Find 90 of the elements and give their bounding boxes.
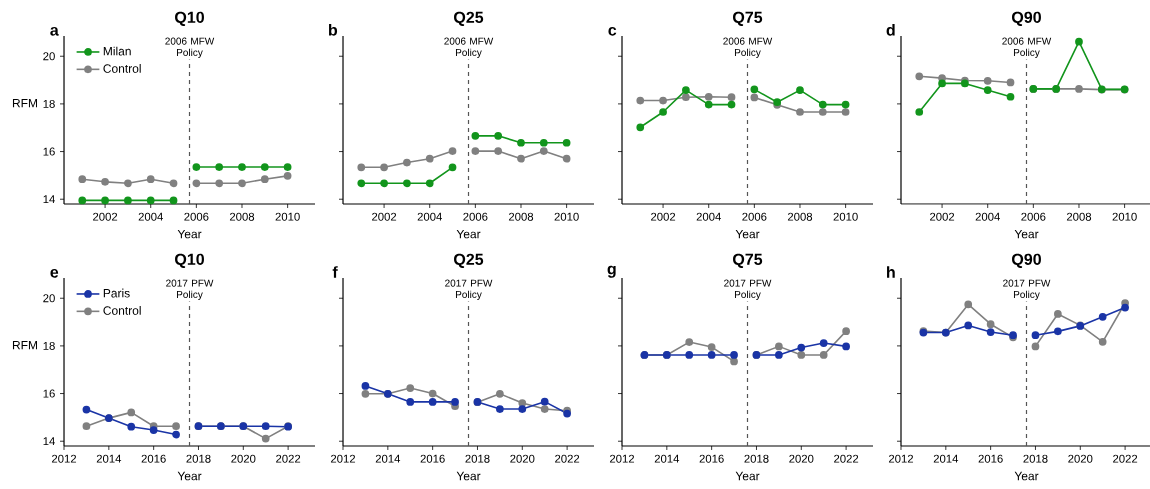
text: c [608, 26, 617, 36]
x-axis-title: Year [456, 229, 481, 239]
x-tick-label: 2014 [654, 454, 680, 463]
chart-title: Q10 [175, 253, 204, 268]
x-tick-label: 2010 [1112, 212, 1137, 221]
x-axis-title: Year [1014, 229, 1039, 239]
x-tick-label: 2006 [463, 212, 488, 221]
legend-label: Control [103, 63, 141, 73]
x-tick-label: 2006 [1021, 212, 1046, 221]
x-axis-title: Year [177, 471, 202, 481]
x-tick-label: 2020 [1068, 454, 1093, 463]
x-tick-label: 2020 [231, 454, 256, 463]
x-axis-title: Year [735, 471, 760, 481]
y-tick-label: 16 [43, 389, 55, 398]
x-tick-label: 2022 [1113, 454, 1138, 463]
x-tick-label: 2006 [742, 212, 767, 221]
x-tick-label: 2014 [375, 454, 401, 463]
x-tick-label: 2008 [508, 212, 534, 221]
y-tick-label: 20 [43, 52, 55, 61]
x-tick-label: 2012 [888, 454, 914, 463]
text: f [332, 266, 338, 278]
text: h [887, 266, 895, 278]
x-tick-label: 2018 [744, 454, 769, 463]
x-tick-label: 2022 [834, 454, 859, 463]
y-axis-title: RFM [12, 99, 37, 108]
ref-line-label: 2006 MFW Policy [444, 37, 494, 58]
x-axis-title: Year [177, 229, 202, 239]
x-tick-label: 2012 [51, 454, 77, 463]
x-tick-label: 2016 [699, 454, 724, 463]
ref-line-label: 2006 MFW Policy [723, 37, 773, 58]
y-tick-label: 20 [43, 294, 55, 303]
x-tick-label: 2002 [930, 212, 955, 221]
x-axis-title: Year [735, 229, 760, 239]
x-tick-label: 2008 [787, 212, 813, 221]
x-tick-label: 2016 [978, 454, 1003, 463]
ref-line-label: 2017 PFW Policy [1003, 279, 1051, 300]
legend-label: Paris [103, 288, 130, 298]
x-tick-label: 2004 [975, 212, 1000, 221]
ref-line-label: 2017 PFW Policy [166, 279, 214, 300]
chart-title: Q25 [454, 253, 484, 268]
x-tick-label: 2004 [138, 212, 163, 221]
chart-title: Q90 [1012, 11, 1041, 26]
x-axis-title: Year [1014, 471, 1039, 481]
x-tick-label: 2010 [554, 212, 579, 221]
ref-line-label: 2006 MFW Policy [165, 37, 215, 58]
x-tick-label: 2018 [186, 454, 211, 463]
x-tick-label: 2008 [1066, 212, 1092, 221]
y-tick-label: 14 [43, 437, 55, 446]
legend-label: Milan [103, 46, 131, 56]
x-tick-label: 2004 [417, 212, 442, 221]
chart-title: Q10 [175, 11, 204, 26]
x-tick-label: 2020 [510, 454, 535, 463]
chart-title: Q75 [733, 253, 763, 268]
y-tick-label: 18 [43, 341, 55, 350]
x-tick-label: 2014 [96, 454, 122, 463]
y-tick-label: 16 [43, 147, 55, 156]
chart-title: Q90 [1012, 253, 1041, 268]
x-tick-label: 2022 [276, 454, 301, 463]
chart-title: Q25 [454, 11, 484, 26]
x-tick-label: 2016 [141, 454, 166, 463]
text: b [328, 23, 338, 36]
text: d [886, 23, 895, 36]
x-tick-label: 2008 [229, 212, 255, 221]
x-tick-label: 2018 [465, 454, 490, 463]
x-tick-label: 2002 [372, 212, 397, 221]
ref-line-label: 2017 PFW Policy [445, 279, 493, 300]
chart-title: Q75 [733, 11, 763, 26]
x-tick-label: 2002 [651, 212, 676, 221]
x-tick-label: 2006 [184, 212, 209, 221]
legend-label: Control [103, 305, 141, 315]
x-axis-title: Year [456, 471, 481, 481]
text: g [607, 265, 616, 278]
x-tick-label: 2012 [609, 454, 635, 463]
x-tick-label: 2016 [420, 454, 445, 463]
x-tick-label: 2022 [555, 454, 580, 463]
x-tick-label: 2010 [833, 212, 858, 221]
x-tick-label: 2020 [789, 454, 814, 463]
x-tick-label: 2004 [696, 212, 721, 221]
x-tick-label: 2014 [933, 454, 959, 463]
y-axis-title: RFM [12, 341, 37, 350]
text: e [50, 268, 59, 278]
x-tick-label: 2002 [93, 212, 118, 221]
ref-line-label: 2017 PFW Policy [724, 279, 772, 300]
y-tick-label: 14 [43, 195, 55, 204]
x-tick-label: 2010 [275, 212, 300, 221]
x-tick-label: 2012 [330, 454, 356, 463]
y-tick-label: 18 [43, 99, 55, 108]
text: a [50, 26, 59, 36]
ref-line-label: 2006 MFW Policy [1002, 37, 1052, 58]
x-tick-label: 2018 [1023, 454, 1048, 463]
